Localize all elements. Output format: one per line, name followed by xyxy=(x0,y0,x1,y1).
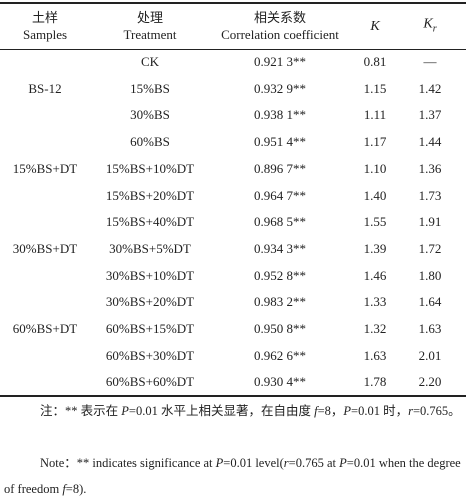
table-cell: 15%BS+20%DT xyxy=(105,187,195,203)
table-cell: 1.46 xyxy=(363,267,387,283)
header-cell: 相关系数 Correlation coefficient xyxy=(221,9,339,43)
table-cell: 1.91 xyxy=(418,214,442,230)
header-en: Samples xyxy=(22,27,68,42)
table-cell: 1.11 xyxy=(363,107,387,123)
table-cell: 1.63 xyxy=(418,321,442,336)
table-cell: 1.80 xyxy=(418,267,442,283)
table-cell: 0.938 1** xyxy=(254,107,306,123)
bottom-rule xyxy=(0,395,466,397)
table-cell: 1.78 xyxy=(363,374,387,390)
table-cell: 0.952 8** xyxy=(254,267,306,283)
table-cell: 15%BS xyxy=(130,80,170,96)
header-symbol: K xyxy=(423,16,433,32)
table-cell: 1.39 xyxy=(363,240,387,256)
header-zh: 土样 xyxy=(31,10,58,25)
table-cell: 1.33 xyxy=(363,294,387,310)
sample-label: BS-12 xyxy=(28,80,62,96)
header-cell: 土样 Samples xyxy=(23,9,67,43)
table-cell: 1.40 xyxy=(363,187,387,203)
table-cell: 0.932 9** xyxy=(254,80,306,96)
table-cell: 1.15 xyxy=(363,80,387,96)
table-note: Note：** indicates significance at P=0.01… xyxy=(4,456,461,496)
table-cell: 0.964 7** xyxy=(254,187,306,203)
table-cell: 0.983 2** xyxy=(254,294,306,310)
table-cell: 1.36 xyxy=(418,160,442,176)
top-rule xyxy=(0,2,466,4)
table-cell: 2.01 xyxy=(418,347,442,363)
table-cell: 1.73 xyxy=(418,187,442,203)
table-cell: 1.63 xyxy=(363,347,387,363)
table-cell: 60%BS+30%DT xyxy=(105,347,195,363)
table-note: 注：** 表示在 P=0.01 水平上相关显著，在自由度 f=8，P=0.01 … xyxy=(40,404,461,418)
header-symbol: K xyxy=(370,19,380,34)
header-en: Correlation coefficient xyxy=(221,27,339,42)
table-cell: 1.17 xyxy=(363,134,387,150)
table-cell: 1.37 xyxy=(418,107,442,123)
table-cell: 1.64 xyxy=(418,294,442,310)
table-cell: 0.930 4** xyxy=(254,374,306,390)
table-cell: 60%BS xyxy=(130,134,170,150)
table-cell: 0.968 5** xyxy=(254,214,306,230)
header-cell: 处理 Treatment xyxy=(124,9,177,43)
header-cell: Kr xyxy=(423,15,436,38)
sample-label: 60%BS+DT xyxy=(12,321,78,336)
table-cell: 1.10 xyxy=(363,160,387,176)
sample-label: 15%BS+DT xyxy=(12,160,78,176)
table-cell: 1.32 xyxy=(363,321,387,336)
table-cell: — xyxy=(423,54,437,69)
sample-label: 30%BS+DT xyxy=(12,240,78,256)
table-cell: 1.42 xyxy=(418,80,442,96)
header-rule xyxy=(0,49,466,50)
table-cell: 30%BS xyxy=(130,107,170,123)
header-zh: 相关系数 xyxy=(253,10,307,25)
table-cell: 30%BS+10%DT xyxy=(105,267,195,283)
table-cell: 0.962 6** xyxy=(254,347,306,363)
table-cell: CK xyxy=(140,54,160,69)
table-cell: 1.55 xyxy=(363,214,387,230)
table-cell: 1.44 xyxy=(418,134,442,150)
table-cell: 0.81 xyxy=(363,54,387,69)
table-cell: 30%BS+5%DT xyxy=(109,240,191,256)
table-cell: 60%BS+60%DT xyxy=(105,374,195,390)
table-cell: 0.896 7** xyxy=(254,160,306,176)
table-cell: 15%BS+10%DT xyxy=(105,160,195,176)
table-cell: 60%BS+15%DT xyxy=(105,321,195,336)
table-cell: 2.20 xyxy=(418,374,442,390)
table-cell: 30%BS+20%DT xyxy=(105,294,195,310)
table-cell: 0.950 8** xyxy=(254,321,306,336)
table-cell: 1.72 xyxy=(418,240,442,256)
header-zh: 处理 xyxy=(136,10,163,25)
header-cell: K xyxy=(370,17,379,35)
table-cell: 0.951 4** xyxy=(254,134,306,150)
table-cell: 15%BS+40%DT xyxy=(105,214,195,230)
table-cell: 0.934 3** xyxy=(254,240,306,256)
header-en: Treatment xyxy=(123,27,177,42)
table-cell: 0.921 3** xyxy=(254,54,306,69)
header-subscript: r xyxy=(432,23,437,35)
